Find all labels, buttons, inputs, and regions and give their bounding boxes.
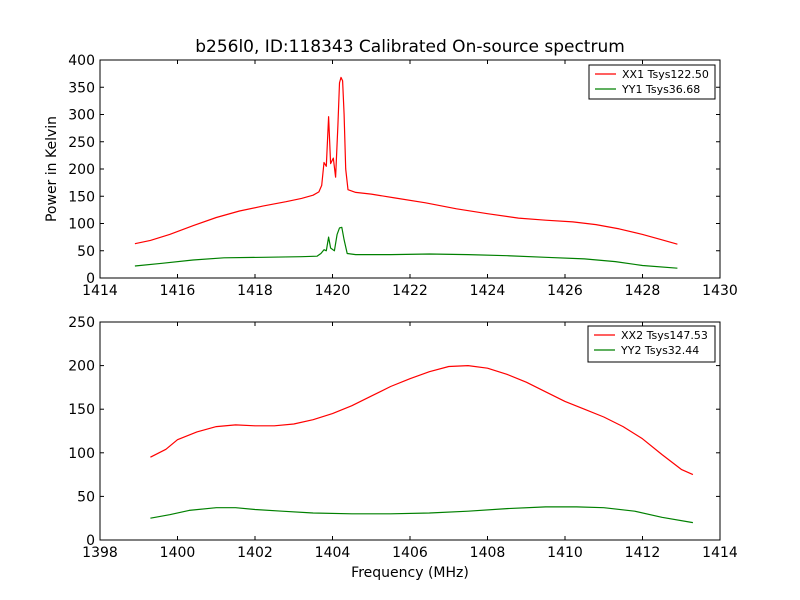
top-panel: 1414 1416 1418 1420 1422 1424 1426 1428 1430 0 50 1… [68, 53, 738, 299]
x-tick-label: 1426 [547, 283, 583, 299]
x-tick-label: 1416 [160, 283, 196, 299]
x-tick-label: 1408 [470, 545, 506, 561]
y-tick-label: 300 [68, 108, 95, 124]
y-tick-label: 50 [77, 489, 95, 505]
y-tick-label: 400 [68, 53, 95, 69]
x-tick-label: 1414 [702, 545, 738, 561]
y-tick-label: 250 [68, 135, 95, 151]
series-line-1-1 [134, 76, 678, 245]
legend-entry-1: XX1 Tsys122.50 [622, 68, 709, 81]
chart-title: b256l0, ID:118343 Calibrated On-source s… [195, 37, 625, 57]
y-tick-label: 150 [68, 402, 95, 418]
x-tick-label: 1404 [315, 545, 351, 561]
x-tick-label: 1398 [82, 545, 118, 561]
x-axis-label-bottom: Frequency (MHz) [351, 565, 469, 581]
legend-entry-2: YY2 Tsys32.44 [620, 344, 699, 357]
x-tick-label: 1410 [547, 545, 583, 561]
y-tick-label: 250 [68, 315, 95, 331]
x-tick-label: 1412 [625, 545, 661, 561]
y-tick-label: 50 [77, 244, 95, 260]
x-tick-label: 1428 [625, 283, 661, 299]
series-line-2-2 [150, 506, 694, 524]
legend-box [588, 64, 716, 100]
y-tick-label: 100 [68, 446, 95, 462]
x-tick-label: 1420 [315, 283, 351, 299]
y-tick-label: 350 [68, 80, 95, 96]
legend-entry-1: XX2 Tsys147.53 [621, 329, 708, 342]
x-tick-label: 1400 [160, 545, 196, 561]
x-tick-label: 1422 [392, 283, 428, 299]
y-axis-label-top: Power in Kelvin [44, 116, 60, 222]
y-tick-label: 200 [68, 359, 95, 375]
legend-box [587, 325, 716, 363]
series-line-1-2 [134, 226, 678, 269]
legend: XX1 Tsys122.50 YY1 Tsys36.68 [588, 64, 716, 100]
y-tick-label: 0 [86, 271, 95, 287]
x-tick-label: 1418 [237, 283, 273, 299]
x-tick-label: 1424 [470, 283, 506, 299]
y-tick-label: 100 [68, 217, 95, 233]
series-line-2-1 [150, 365, 694, 476]
x-tick-label: 1430 [702, 283, 738, 299]
x-tick-label: 1406 [392, 545, 428, 561]
y-tick-label: 200 [68, 162, 95, 178]
legend: XX2 Tsys147.53 YY2 Tsys32.44 [587, 325, 716, 363]
legend-entry-2: YY1 Tsys36.68 [621, 83, 700, 96]
x-tick-label: 1402 [237, 545, 273, 561]
y-tick-label: 0 [86, 533, 95, 549]
y-tick-label: 150 [68, 189, 95, 205]
x-tick-label: 1414 [82, 283, 118, 299]
bottom-panel: 1398 1400 1402 1404 1406 1408 1410 1412 1414 0 50 1… [68, 315, 738, 561]
